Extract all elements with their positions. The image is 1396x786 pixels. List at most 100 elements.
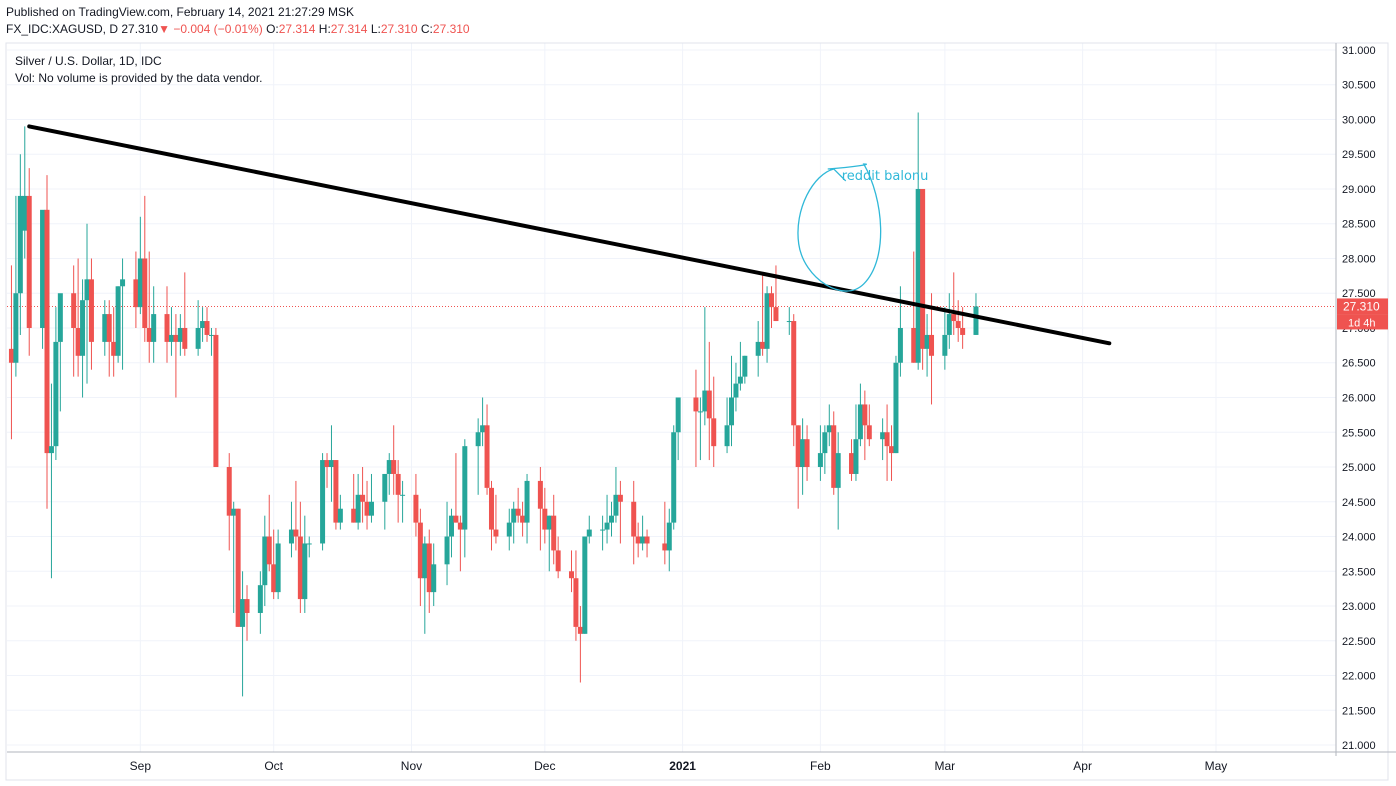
candle [942, 307, 948, 370]
candle-body [920, 188, 926, 349]
candle [693, 369, 699, 468]
candle [520, 501, 526, 537]
candle-body [693, 397, 699, 412]
candle [151, 286, 157, 363]
candle-body [320, 460, 326, 544]
candle [8, 265, 14, 440]
candle [44, 175, 50, 509]
candle-body [866, 425, 872, 440]
candle-body [831, 425, 837, 488]
candle-body [755, 341, 761, 356]
candle [53, 307, 59, 461]
candle-body [640, 536, 646, 544]
candle-body [75, 327, 81, 356]
candle [675, 397, 681, 461]
price-tick-label: 21.500 [1342, 705, 1376, 717]
candle [515, 487, 521, 523]
candle-body [635, 536, 641, 544]
candle-body [231, 508, 237, 516]
candle-body [849, 453, 855, 474]
price-tick-label: 28.000 [1342, 253, 1376, 265]
symbol-line: FX_IDC:XAGUSD, D 27.310▼ −0.004 (−0.01%)… [6, 22, 470, 36]
candle [26, 168, 32, 356]
candle [257, 571, 263, 634]
candle-body [395, 473, 401, 495]
candle [542, 487, 548, 544]
candle [555, 536, 561, 579]
candle [795, 425, 801, 509]
candle-body [724, 425, 730, 447]
symbol-name[interactable]: FX_IDC:XAGUSD, D [6, 22, 119, 36]
candle [831, 411, 837, 495]
candle [137, 216, 143, 315]
price-tick-label: 21.000 [1342, 740, 1376, 752]
candle [173, 314, 179, 398]
candle [506, 508, 512, 551]
candle-body [515, 508, 521, 516]
candle [75, 258, 81, 377]
candle [448, 508, 454, 558]
candle-body [613, 494, 619, 516]
time-axis[interactable]: Sep Oct Nov Dec 2021 Feb Mar Apr May [7, 751, 1396, 773]
candle-body [200, 321, 206, 328]
candle [973, 293, 979, 335]
candle-body [48, 446, 54, 454]
candle-body [711, 418, 717, 447]
candle-body [400, 494, 406, 496]
price-tick-label: 24.000 [1342, 532, 1376, 544]
candle [426, 529, 432, 613]
candle [791, 314, 797, 447]
candle-body [324, 460, 330, 468]
candle-body [822, 432, 828, 454]
candle-body [213, 334, 219, 468]
chart-legend-title[interactable]: Silver / U.S. Dollar, 1D, IDC [15, 54, 162, 68]
candle [604, 494, 610, 544]
candle-body [791, 321, 797, 426]
high-label: H: [318, 22, 331, 36]
candle [417, 508, 423, 607]
annotation-circle[interactable] [797, 163, 882, 292]
candle-body [120, 279, 126, 287]
candle [102, 300, 108, 356]
candle-body [40, 209, 46, 328]
candle-body [733, 383, 739, 398]
candle-body [386, 460, 392, 474]
candle-body [302, 543, 308, 600]
candle [391, 425, 397, 495]
candle-body [853, 439, 859, 474]
candle [644, 529, 650, 558]
candle [200, 307, 206, 342]
candle-body [493, 529, 499, 537]
candle [524, 473, 530, 544]
candle-body [942, 334, 948, 356]
candle [568, 550, 574, 593]
candle-body [880, 432, 886, 440]
candle-body [133, 279, 139, 308]
candle [493, 494, 499, 544]
candle [382, 473, 388, 530]
candle-body [151, 314, 157, 342]
price-tag-box [1337, 298, 1388, 315]
annotation-text[interactable]: reddit balonu [842, 169, 929, 184]
price-axis[interactable]: 31.000 30.500 30.000 29.500 29.000 28.500 28.0… [1335, 43, 1388, 756]
candle-body [288, 529, 294, 544]
candle [71, 265, 77, 377]
candle [333, 460, 339, 530]
trend-line[interactable] [27, 124, 1112, 346]
close-value: 27.310 [432, 22, 470, 36]
candle [666, 508, 672, 572]
candle-body [893, 362, 899, 454]
time-tick-label: Mar [935, 759, 956, 773]
price-tick-label: 23.000 [1342, 601, 1376, 613]
down-arrow-icon: ▼ [158, 22, 170, 36]
chart-grid [5, 42, 1389, 781]
candle-body [22, 195, 28, 231]
candle [488, 480, 494, 551]
time-tick-label: Oct [264, 759, 283, 773]
candle [57, 293, 63, 412]
low-label: L: [370, 22, 381, 36]
candle [546, 515, 552, 572]
high-value: 27.314 [330, 22, 368, 36]
candle-body [897, 327, 903, 363]
